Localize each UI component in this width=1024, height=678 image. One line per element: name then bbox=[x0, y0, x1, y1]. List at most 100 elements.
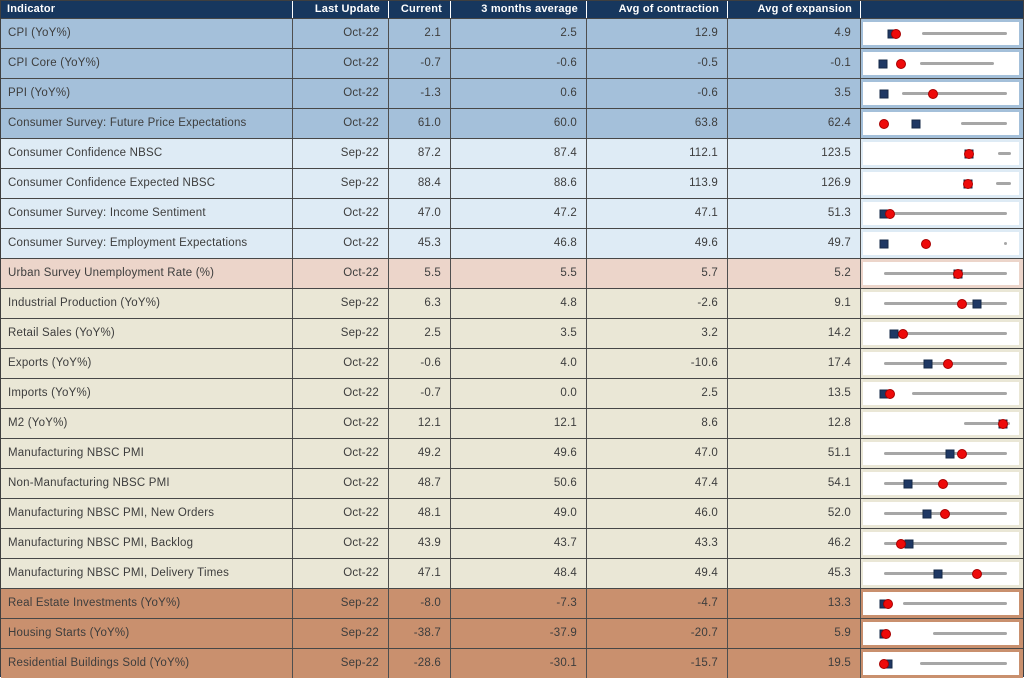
indicator-name: Urban Survey Unemployment Rate (%) bbox=[1, 259, 293, 288]
current-marker-icon bbox=[945, 449, 955, 458]
indicator-name: Consumer Confidence NBSC bbox=[1, 139, 293, 168]
table-header: Indicator Last Update Current 3 months a… bbox=[1, 1, 1023, 18]
three-month-average-marker-icon bbox=[920, 238, 931, 249]
table-body: CPI (YoY%) Oct-22 2.1 2.5 12.9 4.9 CPI C… bbox=[1, 18, 1023, 678]
dot-plot-sparkline bbox=[863, 652, 1019, 675]
last-update-value: Oct-22 bbox=[293, 259, 389, 288]
three-month-average-value: 50.6 bbox=[451, 469, 587, 498]
avg-contraction-value: 8.6 bbox=[587, 409, 728, 438]
sparkline-cell bbox=[861, 409, 1023, 438]
three-month-average-value: 0.6 bbox=[451, 79, 587, 108]
three-month-average-marker-icon bbox=[896, 58, 907, 69]
table-row: Exports (YoY%) Oct-22 -0.6 4.0 -10.6 17.… bbox=[1, 348, 1023, 378]
table-row: Retail Sales (YoY%) Sep-22 2.5 3.5 3.2 1… bbox=[1, 318, 1023, 348]
sparkline-cell bbox=[861, 49, 1023, 78]
avg-expansion-value: 123.5 bbox=[728, 139, 861, 168]
last-update-value: Oct-22 bbox=[293, 19, 389, 48]
contraction-expansion-range-line bbox=[996, 182, 1011, 185]
last-update-value: Sep-22 bbox=[293, 589, 389, 618]
current-value: 47.1 bbox=[389, 559, 451, 588]
avg-expansion-value: 13.3 bbox=[728, 589, 861, 618]
dot-plot-sparkline bbox=[863, 322, 1019, 345]
contraction-expansion-range-line bbox=[883, 272, 1007, 275]
col-header-avg-of-expansion: Avg of expansion bbox=[728, 1, 861, 18]
three-month-average-value: 46.8 bbox=[451, 229, 587, 258]
current-value: 2.1 bbox=[389, 19, 451, 48]
dot-plot-sparkline bbox=[863, 502, 1019, 525]
contraction-expansion-range-line bbox=[921, 32, 1007, 35]
current-value: -0.7 bbox=[389, 49, 451, 78]
col-header-last-update: Last Update bbox=[293, 1, 389, 18]
contraction-expansion-range-line bbox=[933, 632, 1007, 635]
indicator-name: Housing Starts (YoY%) bbox=[1, 619, 293, 648]
sparkline-cell bbox=[861, 289, 1023, 318]
three-month-average-value: 43.7 bbox=[451, 529, 587, 558]
avg-expansion-value: 4.9 bbox=[728, 19, 861, 48]
sparkline-cell bbox=[861, 259, 1023, 288]
avg-contraction-value: 3.2 bbox=[587, 319, 728, 348]
current-value: 5.5 bbox=[389, 259, 451, 288]
three-month-average-value: 4.0 bbox=[451, 349, 587, 378]
three-month-average-value: 47.2 bbox=[451, 199, 587, 228]
last-update-value: Oct-22 bbox=[293, 499, 389, 528]
avg-expansion-value: 12.8 bbox=[728, 409, 861, 438]
three-month-average-value: 49.6 bbox=[451, 439, 587, 468]
indicator-name: CPI (YoY%) bbox=[1, 19, 293, 48]
indicator-name: Real Estate Investments (YoY%) bbox=[1, 589, 293, 618]
last-update-value: Oct-22 bbox=[293, 229, 389, 258]
three-month-average-marker-icon bbox=[881, 628, 892, 639]
table-row: Urban Survey Unemployment Rate (%) Oct-2… bbox=[1, 258, 1023, 288]
avg-contraction-value: 112.1 bbox=[587, 139, 728, 168]
table-row: Real Estate Investments (YoY%) Sep-22 -8… bbox=[1, 588, 1023, 618]
avg-expansion-value: 17.4 bbox=[728, 349, 861, 378]
col-header-current: Current bbox=[389, 1, 451, 18]
last-update-value: Sep-22 bbox=[293, 649, 389, 678]
three-month-average-marker-icon bbox=[895, 538, 906, 549]
contraction-expansion-range-line bbox=[964, 422, 1011, 425]
sparkline-cell bbox=[861, 319, 1023, 348]
dot-plot-sparkline bbox=[863, 562, 1019, 585]
three-month-average-value: 4.8 bbox=[451, 289, 587, 318]
avg-expansion-value: 51.1 bbox=[728, 439, 861, 468]
contraction-expansion-range-line bbox=[961, 122, 1007, 125]
three-month-average-marker-icon bbox=[898, 328, 909, 339]
current-value: -38.7 bbox=[389, 619, 451, 648]
table-row: Residential Buildings Sold (YoY%) Sep-22… bbox=[1, 648, 1023, 678]
sparkline-cell bbox=[861, 499, 1023, 528]
table-row: CPI Core (YoY%) Oct-22 -0.7 -0.6 -0.5 -0… bbox=[1, 48, 1023, 78]
table-row: Non-Manufacturing NBSC PMI Oct-22 48.7 5… bbox=[1, 468, 1023, 498]
avg-contraction-value: 2.5 bbox=[587, 379, 728, 408]
three-month-average-marker-icon bbox=[964, 148, 975, 159]
dot-plot-sparkline bbox=[863, 202, 1019, 225]
avg-contraction-value: 46.0 bbox=[587, 499, 728, 528]
table-row: Consumer Confidence NBSC Sep-22 87.2 87.… bbox=[1, 138, 1023, 168]
current-value: -8.0 bbox=[389, 589, 451, 618]
indicator-name: Consumer Survey: Income Sentiment bbox=[1, 199, 293, 228]
col-header-sparkline bbox=[861, 1, 1023, 18]
current-value: 48.1 bbox=[389, 499, 451, 528]
dot-plot-sparkline bbox=[863, 142, 1019, 165]
table-row: Housing Starts (YoY%) Sep-22 -38.7 -37.9… bbox=[1, 618, 1023, 648]
avg-contraction-value: 63.8 bbox=[587, 109, 728, 138]
last-update-value: Oct-22 bbox=[293, 469, 389, 498]
col-header-avg-of-contraction: Avg of contraction bbox=[587, 1, 728, 18]
avg-expansion-value: 9.1 bbox=[728, 289, 861, 318]
avg-expansion-value: 49.7 bbox=[728, 229, 861, 258]
current-value: 45.3 bbox=[389, 229, 451, 258]
sparkline-cell bbox=[861, 19, 1023, 48]
dot-plot-sparkline bbox=[863, 232, 1019, 255]
last-update-value: Sep-22 bbox=[293, 619, 389, 648]
avg-contraction-value: 113.9 bbox=[587, 169, 728, 198]
dot-plot-sparkline bbox=[863, 112, 1019, 135]
three-month-average-value: 87.4 bbox=[451, 139, 587, 168]
contraction-expansion-range-line bbox=[900, 332, 1008, 335]
last-update-value: Sep-22 bbox=[293, 319, 389, 348]
sparkline-cell bbox=[861, 529, 1023, 558]
last-update-value: Oct-22 bbox=[293, 199, 389, 228]
three-month-average-marker-icon bbox=[882, 598, 893, 609]
indicator-name: Non-Manufacturing NBSC PMI bbox=[1, 469, 293, 498]
contraction-expansion-range-line bbox=[997, 152, 1011, 155]
current-value: 6.3 bbox=[389, 289, 451, 318]
contraction-expansion-range-line bbox=[886, 212, 1007, 215]
last-update-value: Sep-22 bbox=[293, 169, 389, 198]
